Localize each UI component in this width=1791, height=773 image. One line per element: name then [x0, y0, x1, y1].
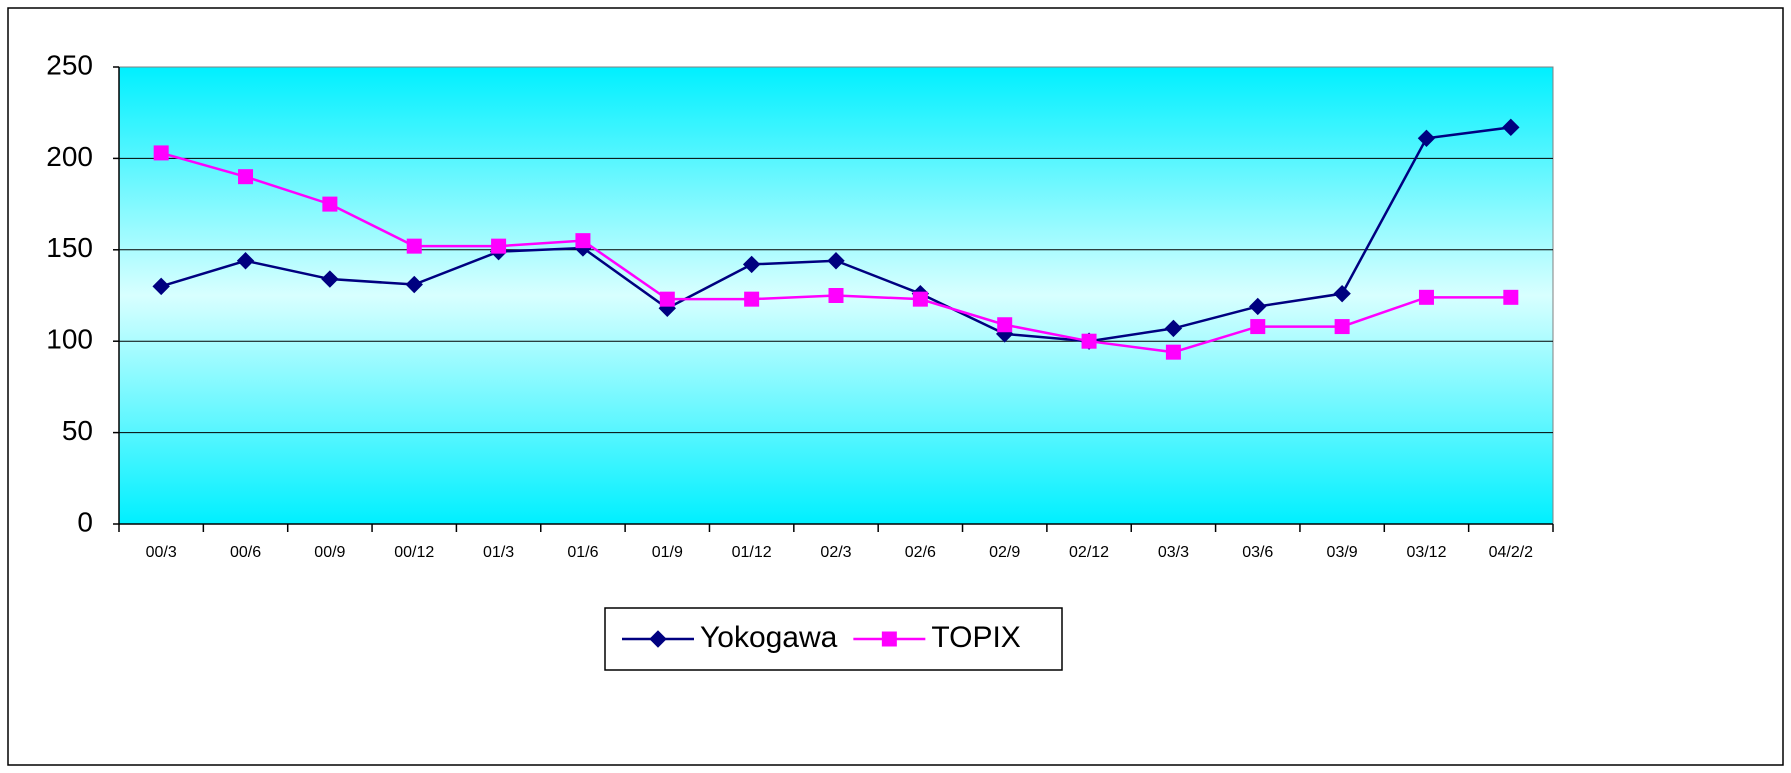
- marker-square: [997, 317, 1013, 333]
- marker-diamond: [1333, 284, 1351, 303]
- marker-square: [1503, 289, 1519, 305]
- x-tick-label: 03/12: [1406, 544, 1446, 561]
- y-tick-label: 50: [62, 415, 93, 446]
- marker-diamond: [1249, 297, 1267, 316]
- x-tick-label: 00/9: [314, 544, 345, 561]
- x-tick-label: 01/12: [732, 544, 772, 561]
- marker-diamond: [1417, 129, 1436, 147]
- x-tick-label: 03/3: [1158, 544, 1189, 561]
- y-tick-label: 150: [46, 232, 93, 263]
- x-tick-label: 00/6: [230, 544, 261, 561]
- marker-square: [659, 291, 675, 307]
- marker-diamond: [236, 252, 255, 270]
- marker-square: [912, 291, 928, 307]
- marker-square: [153, 145, 169, 161]
- x-tick-label: 03/6: [1242, 544, 1273, 561]
- marker-square: [1418, 289, 1434, 305]
- marker-diamond: [649, 630, 667, 648]
- marker-square: [406, 238, 422, 254]
- plot-content: 0 50 100 150 200 250 00/3 00/6 00/9 00/12 01/3 01/6…: [46, 49, 1554, 561]
- marker-diamond: [321, 270, 339, 288]
- marker-square: [1081, 333, 1097, 349]
- legend: [604, 607, 1063, 671]
- marker-square: [491, 238, 507, 254]
- x-tick-label: 02/3: [820, 544, 851, 561]
- marker-square: [575, 233, 591, 249]
- legend-label: Yokogawa: [700, 621, 838, 654]
- marker-square: [1334, 319, 1350, 335]
- marker-square: [828, 288, 844, 303]
- marker-diamond: [152, 277, 170, 296]
- x-tick-label: 00/12: [394, 544, 434, 561]
- marker-square: [322, 196, 338, 212]
- marker-square: [1250, 319, 1266, 335]
- marker-diamond: [1164, 319, 1183, 338]
- x-tick-label: 02/6: [905, 544, 936, 561]
- x-tick-label: 02/12: [1069, 544, 1109, 561]
- y-tick-label: 0: [77, 506, 93, 537]
- x-tick-label: 04/2/2: [1489, 544, 1534, 561]
- y-tick-label: 250: [46, 49, 93, 80]
- x-tick-label: 01/9: [652, 544, 683, 561]
- x-tick-label: 00/3: [146, 544, 177, 561]
- x-tick-label: 01/3: [483, 544, 514, 561]
- legend-label: TOPIX: [931, 621, 1020, 654]
- y-tick-label: 100: [46, 324, 93, 355]
- marker-square: [744, 291, 760, 307]
- marker-square: [1165, 344, 1181, 360]
- y-tick-label: 200: [46, 141, 93, 172]
- marker-diamond: [827, 252, 845, 270]
- x-tick-label: 03/9: [1327, 544, 1358, 561]
- x-tick-label: 01/6: [567, 544, 598, 561]
- marker-diamond: [1502, 118, 1520, 137]
- marker-diamond: [742, 255, 761, 274]
- legend-items: Yokogawa TOPIX: [622, 621, 1021, 654]
- x-tick-label: 02/9: [989, 544, 1020, 561]
- marker-diamond: [405, 275, 423, 294]
- marker-square: [238, 169, 254, 185]
- marker-square: [881, 631, 897, 647]
